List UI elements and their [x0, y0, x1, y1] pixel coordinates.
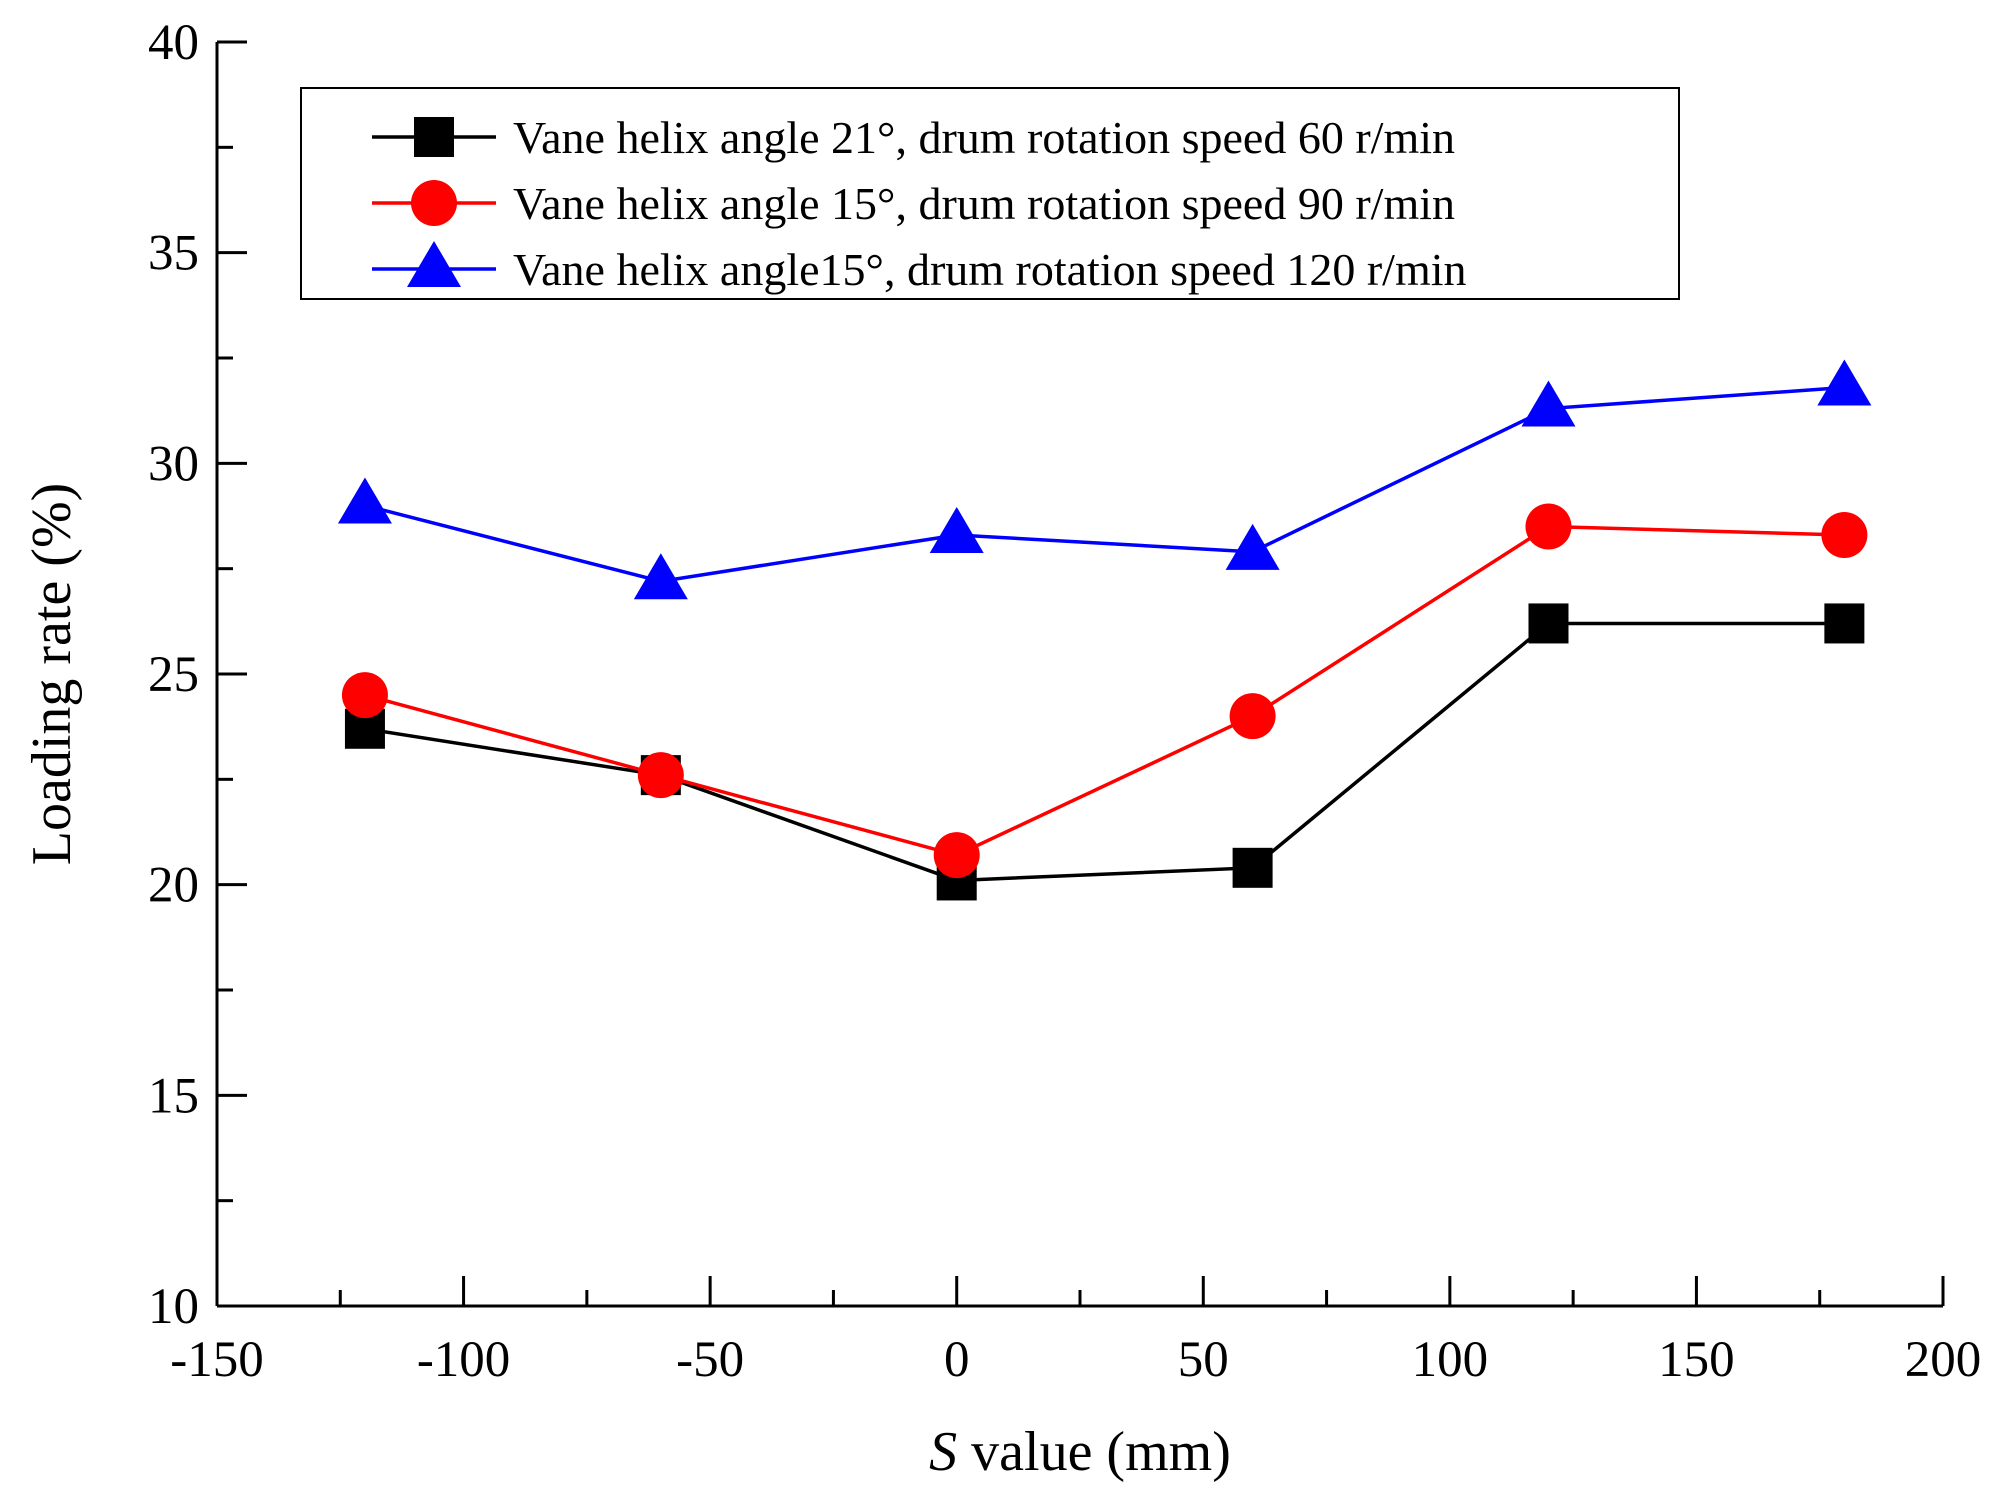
data-point: [637, 752, 684, 799]
x-tick-label: 50: [1178, 1332, 1229, 1388]
x-tick-label: 100: [1412, 1332, 1489, 1388]
x-axis-label: S value (mm): [929, 1421, 1231, 1483]
x-axis-label-italic: S: [929, 1421, 957, 1483]
legend-marker: [407, 241, 461, 287]
data-point: [337, 477, 392, 524]
data-point: [1521, 380, 1576, 427]
y-tick-label: 15: [148, 1068, 199, 1124]
series-line: [364, 524, 1845, 858]
legend-marker: [414, 117, 454, 157]
legend-box: [300, 87, 1680, 300]
data-point: [1817, 359, 1872, 406]
data-point: [1824, 603, 1865, 644]
legend-label: Vane helix angle 15°, drum rotation spee…: [513, 178, 1455, 229]
data-point: [929, 506, 984, 553]
x-tick-label: -100: [417, 1332, 510, 1388]
data-point: [633, 553, 688, 600]
y-tick-label: 40: [148, 15, 199, 71]
legend-marker: [411, 180, 457, 226]
y-tick-label: 25: [148, 647, 199, 703]
y-tick-label: 10: [148, 1279, 199, 1335]
y-tick-label: 35: [148, 226, 199, 282]
data-point: [341, 672, 388, 719]
series-line: [364, 385, 1845, 584]
data-point: [1232, 847, 1273, 888]
x-axis-label-rest: value (mm): [957, 1421, 1231, 1483]
series-triangle: [337, 359, 1872, 600]
series-group: [337, 359, 1872, 901]
series-line: [364, 621, 1845, 883]
x-tick-label: 200: [1905, 1332, 1982, 1388]
y-axis-label: Loading rate (%): [21, 483, 83, 865]
legend-label: Vane helix angle 21°, drum rotation spee…: [513, 112, 1455, 163]
data-point: [1225, 523, 1280, 570]
legend: Vane helix angle 21°, drum rotation spee…: [300, 87, 1680, 300]
series-circle: [341, 503, 1868, 879]
axes: -150 -100 -50 0 50 100 150 200 10 15 20 25 30 35 40: [148, 15, 1981, 1388]
x-tick-label: -150: [170, 1332, 263, 1388]
data-point: [1229, 693, 1276, 740]
data-point: [933, 832, 980, 879]
x-tick-label: -50: [676, 1332, 744, 1388]
x-tick-label: 0: [944, 1332, 970, 1388]
y-tick-label: 30: [148, 436, 199, 492]
y-tick-label: 20: [148, 858, 199, 914]
x-tick-label: 150: [1658, 1332, 1735, 1388]
legend-label: Vane helix angle15°, drum rotation speed…: [513, 244, 1467, 295]
data-point: [1525, 503, 1572, 550]
data-point: [1528, 603, 1569, 644]
data-point: [1821, 511, 1868, 558]
